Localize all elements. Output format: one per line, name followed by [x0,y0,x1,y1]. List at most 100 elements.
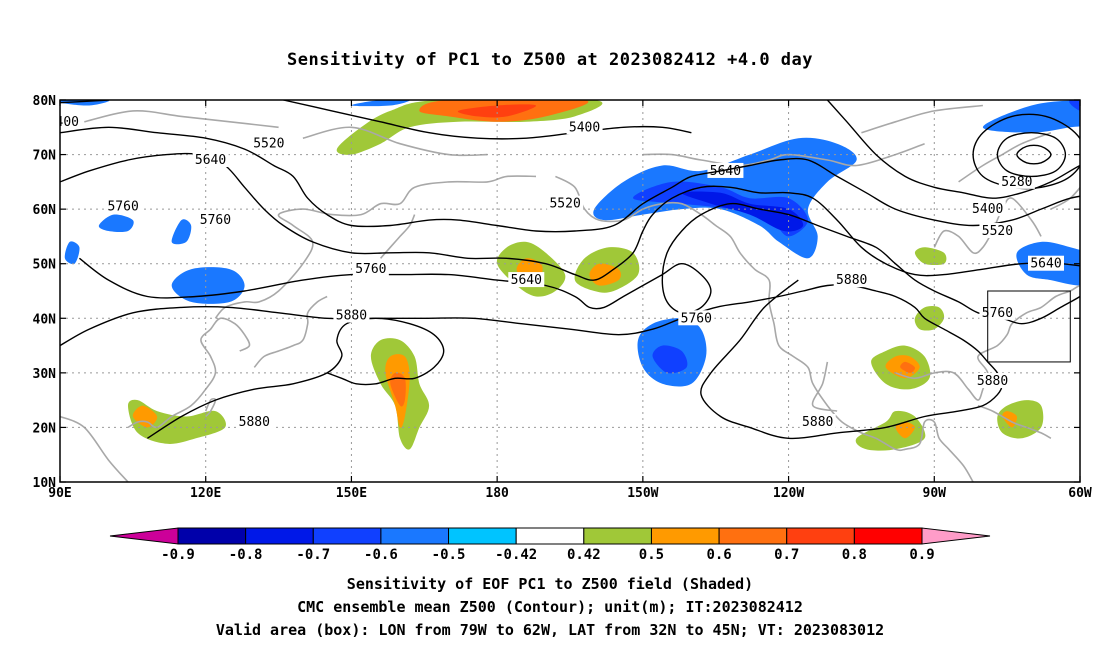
coastline [811,361,838,412]
coastlines [60,104,1080,482]
sensitivity-region [914,306,945,331]
lon-tick-label: 90W [923,486,947,501]
lon-tick-label: 150E [336,486,367,501]
contour-5160 [996,131,1067,178]
contour-label-bg [197,212,234,228]
valid-box-rect [987,290,1071,363]
coastline [895,284,1080,401]
contour-label-bg [192,152,229,168]
contour-label: 5880 [977,374,1008,389]
colorbar-label: -0.8 [229,547,263,563]
contour-label-bg [969,201,1006,217]
lon-tick-label: 90E [48,486,71,501]
gridlines [60,100,1080,482]
coastline [861,104,983,134]
contour-5520 [60,126,1080,233]
contour-label: 5280 [1001,175,1032,190]
lat-tick-label: 30N [33,367,57,382]
lat-tick-label: 10N [33,476,57,491]
sensitivity-region [351,100,410,107]
contour-label: 5400 [569,120,600,135]
sensitivity-region [171,267,245,304]
coastline [127,317,251,429]
colorbar-label: -0.9 [161,547,195,563]
contour-label: 400 [56,115,79,130]
contour-label: 5520 [549,197,580,212]
contour-label-bg [998,173,1035,189]
colorbar-label: 0.6 [706,547,731,563]
lon-tick-label: 120E [190,486,221,501]
contour-label-bg [1028,255,1064,271]
colorbar-cell [312,527,382,545]
contour-5640 [60,152,1080,281]
sensitivity-region [171,219,192,245]
sensitivity-region [681,191,804,232]
sensitivity-region [652,345,688,374]
figure-title: Sensitivity of PC1 to Z500 at 2023082412… [286,50,813,70]
colorbar-label: -0.6 [364,547,398,563]
contour-label: 5760 [200,213,231,228]
contour-label: 5880 [336,309,367,324]
contour-5880 [60,279,1004,440]
contour-label-bg [60,113,82,129]
valid-area-box [987,290,1071,363]
contour-label: 5520 [253,137,284,152]
coastline [977,404,1052,440]
contour-label: 5760 [107,199,138,214]
sensitivity-region [914,247,947,266]
colorbar-cell [786,527,855,545]
contour-label-bg [508,272,545,288]
colorbar-cell [177,527,247,545]
colorbar-label: -0.42 [495,547,537,563]
coastline [555,175,974,482]
contour-label: 5760 [681,311,712,326]
colorbar-label: 0.9 [909,547,934,563]
contour-layer: 5880 5880 5880 5880 5880 5760 5760 5760 5760 5760… [56,100,1080,440]
shading-layer [60,100,1080,451]
colorbar-label: 0.42 [567,547,601,563]
contour-label: 5640 [710,164,741,179]
coastline [84,110,279,129]
coastline [214,175,537,319]
colorbar-label: 0.7 [774,547,799,563]
coastline [302,126,488,157]
sensitivity-region [128,399,226,444]
contour-label: 5880 [836,273,867,288]
coastline [253,295,328,368]
lat-tick-label: 80N [33,94,57,109]
lon-tick-label: 150W [627,486,658,501]
colorbar-label: 0.8 [842,547,867,563]
contour-label-bg [236,413,273,429]
sensitivity-region [900,361,916,373]
colorbar-cell [718,527,788,545]
contour-label: 5400 [972,202,1003,217]
sensitivity-region [895,422,915,439]
contour-label: 5880 [802,415,833,430]
contour-label-bg [547,195,584,211]
contour-label: 5760 [355,262,386,277]
colorbar-cell [380,527,450,545]
lat-tick-label: 60N [33,203,57,218]
colorbar-label: -0.7 [296,547,330,563]
sensitivity-region [982,100,1080,133]
colorbar-low-triangle [109,527,179,545]
colorbar-cell [245,527,314,545]
sensitivity-region [64,241,80,265]
coastline [1050,186,1080,210]
colorbar-cell [583,527,652,545]
lat-tick-label: 50N [33,258,57,273]
contour-5160 [1016,144,1052,165]
contour-label-bg [979,222,1016,238]
colorbar: -0.9 -0.8 -0.7 -0.6 -0.5 -0.42 0.42 0.5 0.6 0.7 0.… [109,527,991,563]
colorbar-label: -0.5 [432,547,466,563]
lat-tick-label: 70N [33,149,57,164]
caption-line-3: Valid area (box): LON from 79W to 62W, L… [215,621,885,639]
lat-tick-label: 40N [33,312,57,327]
map-frame [59,99,1081,483]
contour-5400 [283,100,692,140]
contour-label: 5640 [511,273,542,288]
contour-label-bg [566,119,603,135]
contour-5880 [147,317,445,439]
contour-label-bg [833,272,870,288]
contour-label: 5640 [1030,257,1061,272]
